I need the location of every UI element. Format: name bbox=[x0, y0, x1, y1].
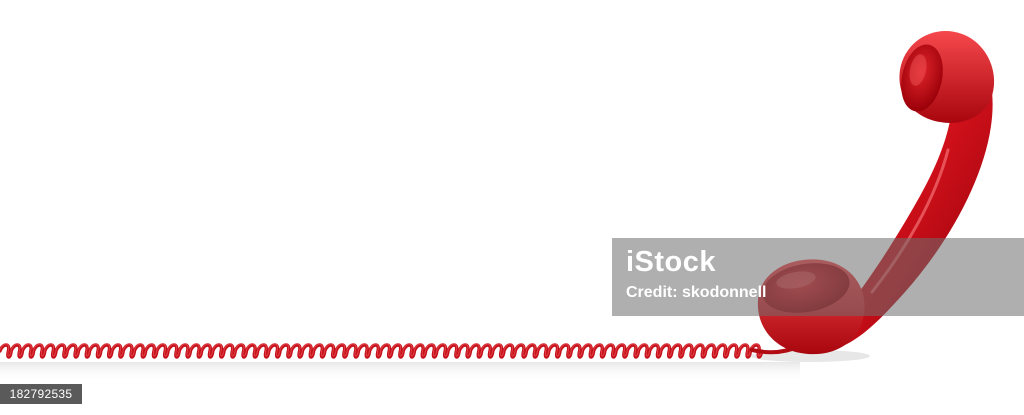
watermark-brand: iStock bbox=[626, 246, 717, 278]
earpiece-face bbox=[901, 44, 943, 112]
cord-coil-highlight bbox=[0, 343, 763, 357]
watermark-credit: Credit: skodonnell bbox=[626, 284, 767, 301]
image-id-tag: 182792535 bbox=[0, 384, 82, 404]
watermark-banner: iStock Credit: skodonnell bbox=[612, 238, 1024, 316]
coiled-cord bbox=[0, 343, 764, 359]
